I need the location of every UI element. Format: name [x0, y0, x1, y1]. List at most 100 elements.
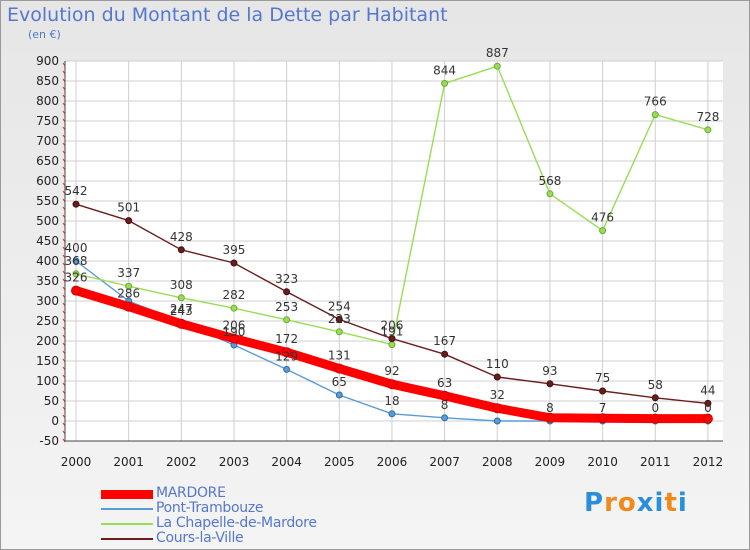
data-label: 428: [170, 230, 193, 244]
axis-tick: [62, 278, 66, 283]
y-tick-label: 300: [36, 294, 59, 308]
x-tick-label: 2005: [324, 455, 355, 469]
axis-tick: [62, 390, 66, 395]
data-point: [228, 333, 239, 344]
axis-tick: [62, 150, 66, 155]
data-label: 63: [437, 376, 452, 390]
data-point: [388, 335, 396, 343]
axis-tick: [62, 94, 66, 99]
axis-tick: [62, 286, 66, 291]
legend-label: Cours-la-Ville: [156, 530, 244, 546]
data-point: [72, 270, 80, 278]
data-label: 131: [328, 349, 351, 363]
data-point: [177, 246, 185, 254]
y-tick-label: 750: [36, 114, 59, 128]
data-point: [283, 316, 291, 324]
data-point: [283, 288, 291, 296]
data-label: 44: [700, 383, 715, 397]
y-tick-label: 550: [36, 194, 59, 208]
data-label: 65: [332, 375, 347, 389]
axis-tick: [62, 102, 66, 107]
data-label: 243: [170, 304, 193, 318]
data-point: [334, 363, 345, 374]
axis-tick: [62, 134, 66, 139]
data-label: 501: [117, 201, 140, 215]
x-tick-label: 2001: [113, 455, 144, 469]
data-label: 58: [648, 378, 663, 392]
plot-area: [65, 61, 723, 441]
data-point: [283, 365, 291, 373]
axis-tick: [62, 334, 66, 339]
data-point: [493, 62, 501, 70]
y-tick-label: 850: [36, 74, 59, 88]
data-label: 32: [490, 388, 505, 402]
data-point: [650, 413, 661, 424]
legend-item: MARDORE: [101, 485, 461, 502]
y-tick-label: 150: [36, 354, 59, 368]
x-tick-label: 2008: [482, 455, 513, 469]
y-tick-label: 800: [36, 94, 59, 108]
y-tick-label: 50: [44, 394, 59, 408]
data-label: 337: [117, 266, 140, 280]
legend-swatch: [101, 489, 153, 499]
data-point: [439, 390, 450, 401]
data-label: 286: [117, 287, 140, 301]
data-point: [704, 399, 712, 407]
data-label: 254: [328, 299, 351, 313]
data-point: [125, 282, 133, 290]
axis-tick: [62, 438, 66, 443]
legend-label: Pont-Trambouze: [156, 500, 264, 516]
chart-title: Evolution du Montant de la Dette par Hab…: [7, 4, 448, 26]
legend-item: La Chapelle-de-Mardore: [101, 515, 461, 532]
axis-tick: [62, 222, 66, 227]
data-label: 206: [381, 319, 404, 333]
y-tick-label: 700: [36, 134, 59, 148]
data-label: 766: [644, 95, 667, 109]
data-point: [230, 259, 238, 267]
data-point: [597, 413, 608, 424]
data-point: [335, 391, 343, 399]
legend-label: La Chapelle-de-Mardore: [156, 515, 317, 531]
data-point: [493, 373, 501, 381]
x-tick-label: 2012: [693, 455, 724, 469]
data-point: [335, 328, 343, 336]
axis-tick: [62, 310, 66, 315]
proxiti-logo: Proxiti: [584, 488, 688, 518]
data-point: [493, 417, 501, 425]
x-tick-label: 2000: [61, 455, 92, 469]
data-point: [72, 257, 80, 265]
axis-tick: [62, 398, 66, 403]
data-point: [72, 200, 80, 208]
y-tick-label: 500: [36, 214, 59, 228]
x-tick-label: 2006: [377, 455, 408, 469]
data-label: 308: [170, 278, 193, 292]
axis-tick: [62, 198, 66, 203]
y-tick-label: 400: [36, 254, 59, 268]
axis-tick: [62, 230, 66, 235]
data-label: 395: [223, 243, 246, 257]
axis-tick: [62, 206, 66, 211]
x-tick-label: 2009: [535, 455, 566, 469]
unit-label: (en €): [28, 28, 61, 41]
data-label: 75: [595, 371, 610, 385]
data-label: 172: [275, 332, 298, 346]
data-point: [599, 387, 607, 395]
data-label: 323: [275, 272, 298, 286]
data-point: [230, 304, 238, 312]
data-point: [651, 394, 659, 402]
data-label: 92: [384, 364, 399, 378]
axis-tick: [62, 174, 66, 179]
data-point: [125, 217, 133, 225]
y-tick-label: 350: [36, 274, 59, 288]
data-label: 400: [65, 241, 88, 255]
data-label: 253: [275, 300, 298, 314]
data-point: [441, 350, 449, 358]
data-point: [441, 79, 449, 87]
data-label: 190: [223, 325, 246, 339]
data-label: 167: [433, 334, 456, 348]
axis-tick: [62, 326, 66, 331]
axis-tick: [62, 70, 66, 75]
data-label: 282: [223, 288, 246, 302]
data-point: [388, 410, 396, 418]
x-tick-label: 2007: [429, 455, 460, 469]
